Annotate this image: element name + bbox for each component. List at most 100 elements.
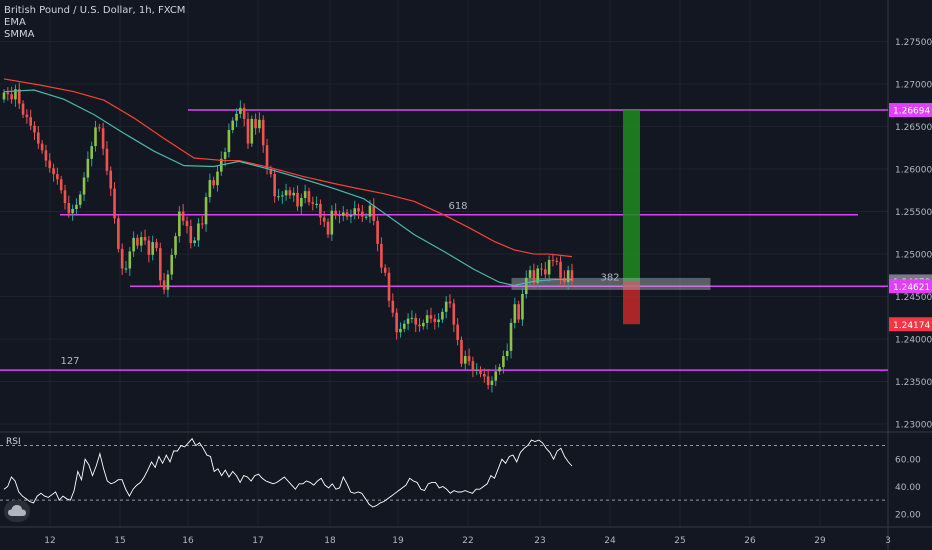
candle-body xyxy=(418,324,421,327)
candle-body xyxy=(395,312,398,333)
candle-body xyxy=(334,210,337,215)
candle-body xyxy=(250,118,254,144)
candle-body xyxy=(353,208,357,215)
candle-body xyxy=(162,280,166,290)
candle-body xyxy=(300,197,303,207)
candle-body xyxy=(40,143,44,151)
candle-body xyxy=(254,118,257,129)
candle-body xyxy=(147,240,151,255)
candle-body xyxy=(444,301,448,312)
candle-body xyxy=(307,191,311,203)
candle-body xyxy=(368,205,372,217)
price-tick-label: 1.27500 xyxy=(895,38,932,48)
candle-body xyxy=(128,251,132,269)
tradingview-cloud-icon[interactable] xyxy=(4,500,30,522)
candle-body xyxy=(86,158,90,178)
candle-body xyxy=(56,174,59,180)
time-tick-label: 22 xyxy=(462,536,473,546)
candle-body xyxy=(559,261,562,278)
price-tick-label: 1.27000 xyxy=(895,81,932,91)
candle-body xyxy=(155,242,158,249)
price-label-tag xyxy=(889,279,932,294)
candle-body xyxy=(486,376,490,385)
candle-body xyxy=(540,268,543,270)
time-tick-label: 24 xyxy=(604,536,616,546)
candle-body xyxy=(227,129,231,153)
candle-body xyxy=(471,361,475,370)
candle-body xyxy=(78,194,82,205)
rsi-tick-label: 20.00 xyxy=(895,510,921,520)
candle-body xyxy=(387,272,391,301)
candle-body xyxy=(136,237,139,246)
candle-body xyxy=(345,212,349,217)
price-axis[interactable]: 1.27500 1.27000 1.26500 1.26000 1.25500 1.250… xyxy=(889,38,932,431)
candle-body xyxy=(216,171,219,186)
candle-body xyxy=(2,92,6,100)
long-position-tool[interactable] xyxy=(511,110,711,325)
legend-smma: SMMA xyxy=(4,29,35,40)
candle-body xyxy=(460,339,463,364)
candle-body xyxy=(532,270,536,283)
candle-body xyxy=(528,270,532,278)
candle-body xyxy=(517,304,520,320)
candle-body xyxy=(223,152,227,159)
candle-body xyxy=(364,216,368,218)
candle-body xyxy=(204,197,208,225)
horizontal-levels[interactable]: 618 382 127 xyxy=(0,109,888,371)
candle-body xyxy=(273,174,276,197)
candle-body xyxy=(132,237,135,252)
candle-body xyxy=(231,120,235,130)
time-axis[interactable]: 12 15 16 17 18 19 22 23 24 25 26 29 3 xyxy=(44,536,891,546)
price-label-tag xyxy=(889,317,932,332)
price-tick-label: 1.23000 xyxy=(895,421,932,431)
smma-line xyxy=(3,89,572,287)
candle-body xyxy=(280,195,284,197)
candle-body xyxy=(555,260,559,262)
time-tick-label: 15 xyxy=(114,536,125,546)
candle-body xyxy=(37,132,40,144)
candle-body xyxy=(437,319,440,323)
candle-body xyxy=(361,211,364,217)
candle-body xyxy=(6,92,10,95)
candle-body xyxy=(547,260,551,275)
candle-body xyxy=(246,118,250,144)
rsi-pane: 60.00 40.00 20.00 xyxy=(0,437,921,520)
candle-body xyxy=(269,169,273,175)
candle-body xyxy=(94,127,97,147)
candle-body xyxy=(189,226,193,243)
candle-body xyxy=(44,150,48,161)
candle-body xyxy=(479,369,482,374)
candle-body xyxy=(185,220,189,226)
candle-body xyxy=(82,177,86,195)
time-tick-label: 29 xyxy=(814,536,826,546)
candle-body xyxy=(448,301,452,304)
level-label: 382 xyxy=(600,272,619,283)
candle-body xyxy=(380,243,383,268)
candle-body xyxy=(178,211,181,237)
candle-body xyxy=(143,237,147,241)
candle-body xyxy=(303,191,307,198)
candle-body xyxy=(59,179,63,191)
candle-body xyxy=(98,127,101,129)
time-tick-label: 26 xyxy=(744,536,756,546)
candle-body xyxy=(319,203,322,218)
candle-body xyxy=(21,103,25,115)
candle-body xyxy=(265,145,269,170)
candle-body xyxy=(502,356,505,368)
time-tick-label: 25 xyxy=(674,536,685,546)
candle-body xyxy=(322,217,326,222)
candle-body xyxy=(166,274,170,290)
candle-body xyxy=(105,148,109,171)
candle-body xyxy=(494,371,498,381)
candle-body xyxy=(349,214,353,217)
candle-body xyxy=(315,203,318,205)
candle-body xyxy=(341,212,345,216)
price-tick-label: 1.24000 xyxy=(895,336,932,346)
candle-body xyxy=(170,254,174,275)
candle-body xyxy=(14,89,17,100)
candle-body xyxy=(284,190,288,196)
candle-body xyxy=(338,214,341,216)
candle-body xyxy=(402,323,406,329)
price-label-text: 1.24621 xyxy=(893,283,930,293)
